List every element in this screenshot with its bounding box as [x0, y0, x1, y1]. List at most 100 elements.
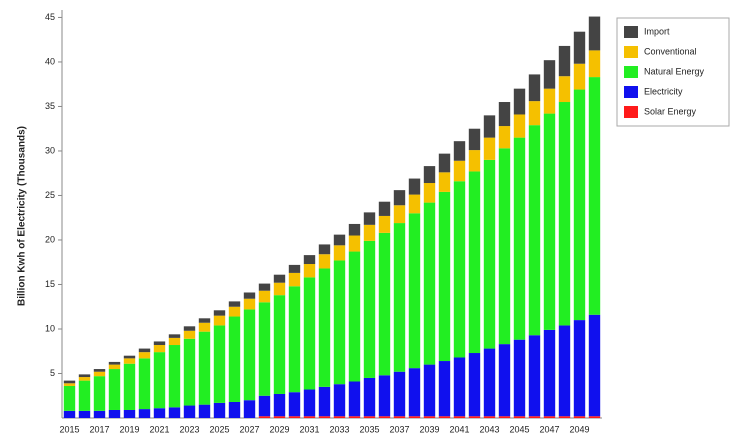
bar-segment — [423, 416, 436, 418]
bar-segment — [453, 141, 466, 161]
bar-segment — [468, 171, 481, 354]
bar-segment — [288, 392, 301, 417]
x-tick-label: 2017 — [89, 424, 109, 434]
bar-segment — [138, 348, 151, 353]
bar-segment — [588, 16, 601, 51]
bar-segment — [258, 290, 271, 303]
bar-segment — [393, 416, 406, 418]
bar-segment — [588, 416, 601, 418]
bar-segment — [483, 416, 496, 418]
bar-segment — [363, 212, 376, 225]
x-tick-label: 2047 — [539, 424, 559, 434]
legend-label: Import — [644, 26, 670, 36]
y-tick-label: 45 — [45, 12, 55, 22]
bar-segment — [528, 335, 541, 417]
bar-segment — [168, 334, 181, 338]
x-tick-label: 2039 — [419, 424, 439, 434]
bar-segment — [363, 416, 376, 418]
y-tick-label: 25 — [45, 190, 55, 200]
bar-segment — [528, 416, 541, 418]
x-tick-label: 2035 — [359, 424, 379, 434]
x-tick-label: 2037 — [389, 424, 409, 434]
bar-segment — [558, 45, 571, 77]
bar-segment — [273, 274, 286, 283]
bar-segment — [228, 301, 241, 307]
bar-segment — [483, 115, 496, 138]
bar-segment — [63, 385, 76, 411]
bar-segment — [288, 286, 301, 393]
bar-segment — [198, 331, 211, 405]
bar-segment — [378, 232, 391, 376]
bar-segment — [258, 302, 271, 396]
bar-segment — [63, 410, 76, 418]
bar-segment — [78, 374, 91, 378]
bar-segment — [243, 400, 256, 418]
bar-segment — [558, 325, 571, 417]
bar-segment — [288, 264, 301, 273]
y-tick-label: 10 — [45, 323, 55, 333]
bar-segment — [108, 369, 121, 410]
bar-segment — [363, 224, 376, 241]
bar-segment — [228, 306, 241, 317]
bar-segment — [543, 60, 556, 89]
bar-segment — [213, 310, 226, 316]
bar-segment — [438, 191, 451, 362]
bar-segment — [243, 309, 256, 401]
bar-segment — [348, 251, 361, 382]
bar-segment — [258, 395, 271, 417]
bar-segment — [423, 364, 436, 417]
bar-segment — [303, 255, 316, 265]
bar-segment — [138, 358, 151, 410]
bar-segment — [273, 416, 286, 418]
y-tick-label: 40 — [45, 56, 55, 66]
legend-label: Electricity — [644, 86, 683, 96]
bar-segment — [123, 358, 136, 364]
bar-segment — [108, 361, 121, 365]
x-tick-label: 2045 — [509, 424, 529, 434]
bar-segment — [543, 329, 556, 417]
bar-segment — [573, 31, 586, 64]
y-tick-label: 35 — [45, 101, 55, 111]
bar-segment — [243, 298, 256, 310]
bar-segment — [393, 205, 406, 224]
bar-segment — [498, 416, 511, 418]
x-tick-label: 2027 — [239, 424, 259, 434]
y-tick-label: 20 — [45, 234, 55, 244]
bar-segment — [498, 148, 511, 345]
bar-segment — [528, 125, 541, 336]
bar-segment — [123, 355, 136, 359]
bar-segment — [168, 345, 181, 408]
bar-segment — [348, 381, 361, 417]
bar-segment — [198, 404, 211, 418]
bar-segment — [438, 416, 451, 418]
bar-segment — [78, 380, 91, 411]
x-tick-label: 2031 — [299, 424, 319, 434]
bar-segment — [183, 405, 196, 418]
bar-segment — [258, 416, 271, 418]
bar-segment — [588, 77, 601, 315]
bar-segment — [348, 416, 361, 418]
bar-segment — [63, 380, 76, 384]
bar-segment — [363, 377, 376, 417]
bar-segment — [468, 353, 481, 417]
bar-segment — [183, 326, 196, 331]
bar-segment — [528, 101, 541, 126]
bar-segment — [408, 416, 421, 418]
bar-segment — [318, 416, 331, 418]
bar-segment — [78, 377, 91, 381]
bar-segment — [513, 137, 526, 340]
bar-segment — [303, 264, 316, 278]
bar-segment — [393, 223, 406, 372]
bar-segment — [573, 416, 586, 418]
bar-segment — [273, 282, 286, 296]
bar-segment — [288, 416, 301, 418]
bar-segment — [153, 345, 166, 353]
bar-segment — [153, 408, 166, 418]
bar-segment — [483, 159, 496, 349]
bar-segment — [243, 292, 256, 299]
legend-swatch — [624, 106, 638, 118]
bar-segment — [453, 181, 466, 358]
y-tick-label: 5 — [50, 368, 55, 378]
legend-label: Natural Energy — [644, 66, 705, 76]
x-tick-label: 2049 — [569, 424, 589, 434]
